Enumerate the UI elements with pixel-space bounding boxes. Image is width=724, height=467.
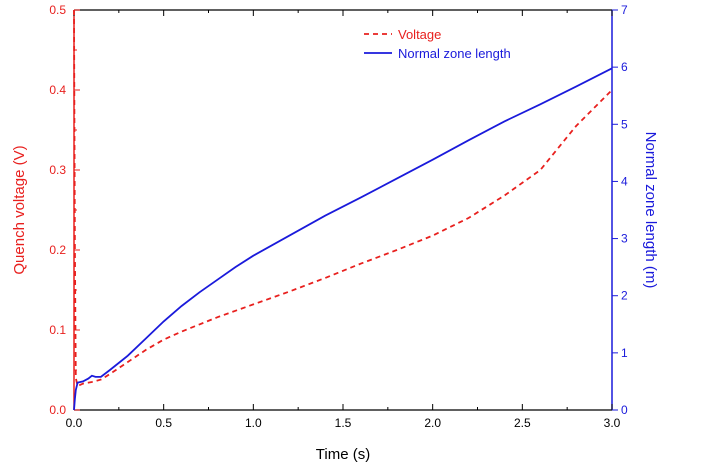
y-right-tick-label: 5 xyxy=(621,117,628,131)
x-tick-label: 3.0 xyxy=(604,416,621,430)
y-left-tick-label: 0.3 xyxy=(49,163,66,177)
y-left-tick-label: 0.1 xyxy=(49,323,66,337)
y-right-tick-label: 1 xyxy=(621,346,628,360)
x-tick-label: 1.0 xyxy=(245,416,262,430)
y-right-tick-label: 2 xyxy=(621,289,628,303)
y-left-tick-label: 0.4 xyxy=(49,83,66,97)
y-left-tick-label: 0.5 xyxy=(49,3,66,17)
legend: Voltage Normal zone length xyxy=(364,27,511,61)
x-tick-label: 2.0 xyxy=(424,416,441,430)
x-tick-label: 1.5 xyxy=(335,416,352,430)
y-axis-right-label: Normal zone length (m) xyxy=(642,132,659,289)
x-tick-label: 0.5 xyxy=(155,416,172,430)
y-right-tick-label: 3 xyxy=(621,232,628,246)
y-right-tick-label: 4 xyxy=(621,174,628,188)
y-left-tick-label: 0.2 xyxy=(49,243,66,257)
y-axis-left-label: Quench voltage (V) xyxy=(11,145,28,274)
x-tick-label: 2.5 xyxy=(514,416,531,430)
legend-label: Voltage xyxy=(398,27,441,42)
series-line-voltage xyxy=(73,9,613,388)
y-right-tick-label: 7 xyxy=(621,3,628,17)
plot-series xyxy=(73,9,613,411)
legend-label: Normal zone length xyxy=(398,46,511,61)
x-axis-label: Time (s) xyxy=(316,446,370,463)
series-line-normal-zone-length xyxy=(73,67,613,411)
y-right-tick-label: 6 xyxy=(621,60,628,74)
axes: 0.0 0.5 1.0 1.5 2.0 2.5 3.0 0.0 0.1 0.2 0.3 0.4 0.5 0… xyxy=(49,3,628,430)
y-right-tick-label: 0 xyxy=(621,403,628,417)
y-left-tick-label: 0.0 xyxy=(49,403,66,417)
x-tick-label: 0.0 xyxy=(66,416,83,430)
